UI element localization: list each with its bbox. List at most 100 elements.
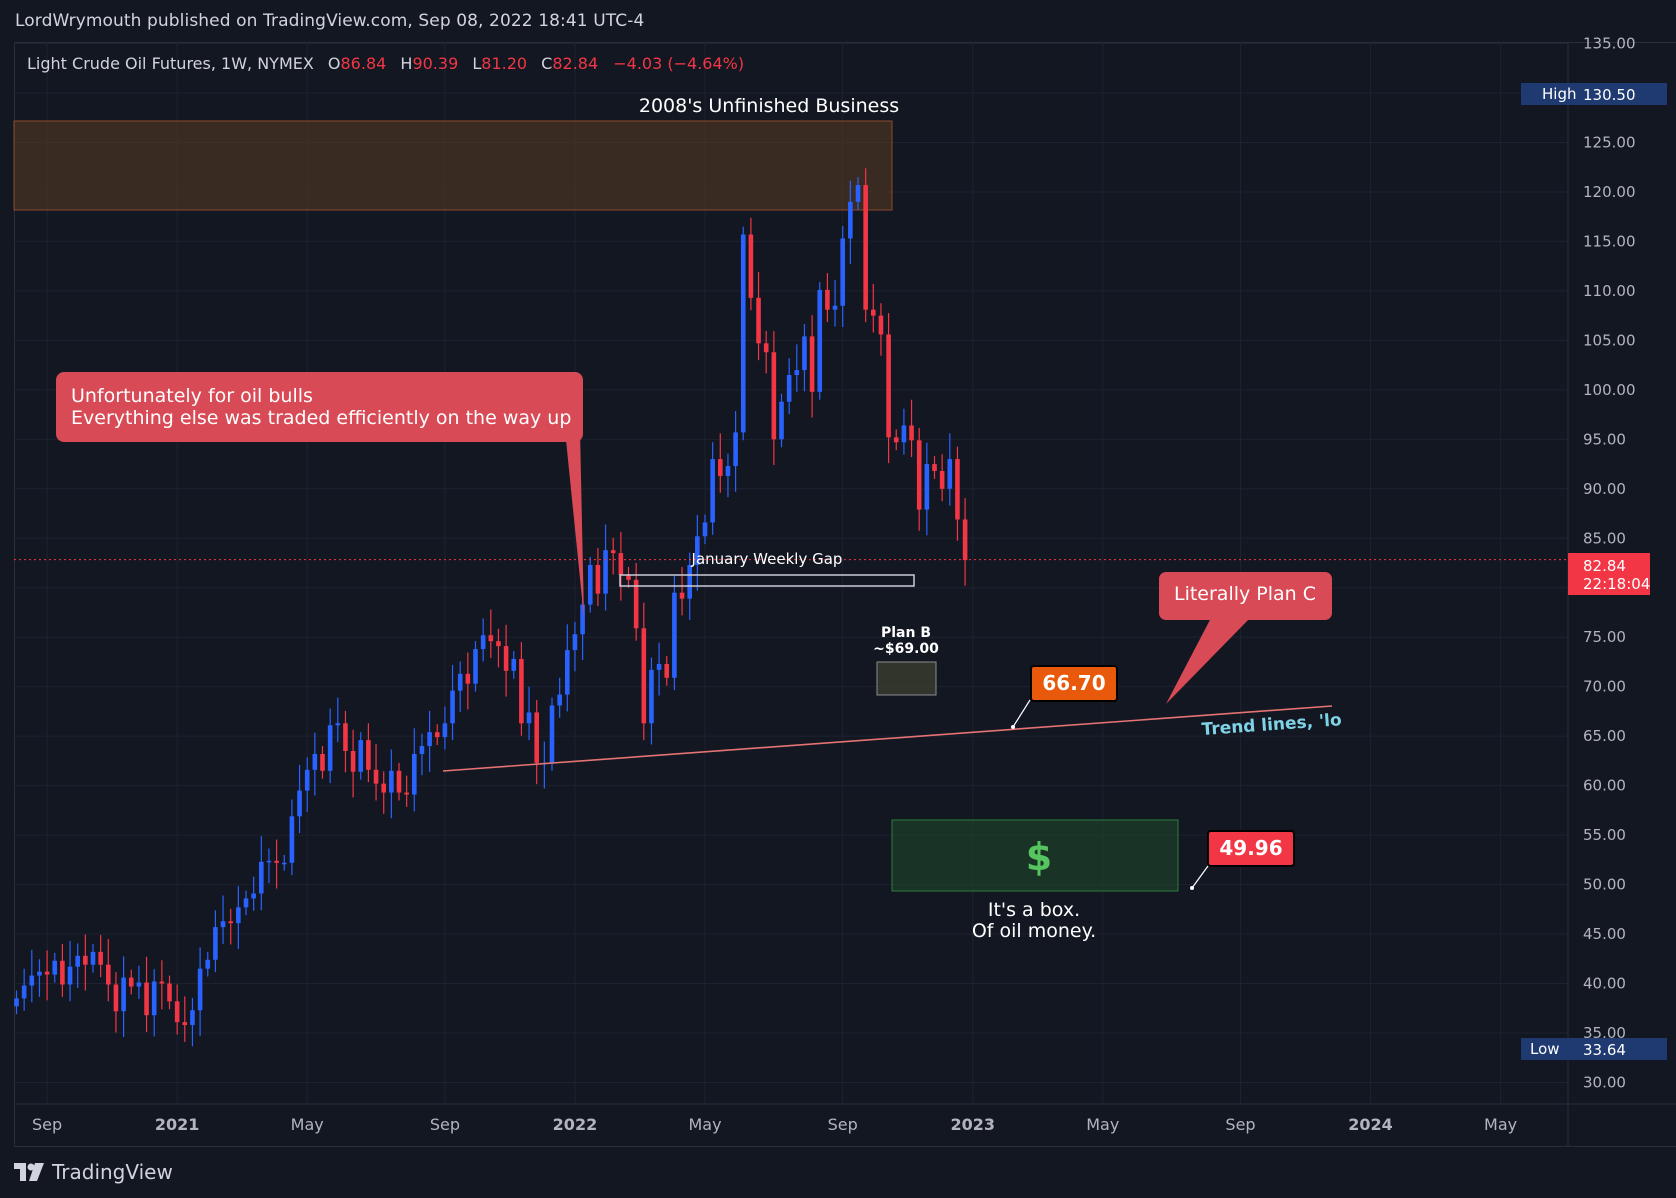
plan-b-label: Plan B (881, 625, 931, 641)
price-tick-label: 100.00 (1583, 381, 1636, 399)
top-bar: LordWrymouth published on TradingView.co… (0, 0, 1676, 42)
candle-body (848, 201, 853, 239)
low-tag (1521, 1038, 1667, 1060)
candle-body (901, 425, 907, 443)
candle-body (442, 723, 448, 738)
candle-body (580, 604, 585, 635)
candle-body (106, 964, 111, 985)
candle-body (44, 971, 50, 975)
candle-body (549, 705, 555, 763)
candle-body (412, 753, 417, 795)
price-tick-label: 40.00 (1583, 975, 1626, 993)
candle-body (14, 998, 19, 1007)
price-tick-label: 45.00 (1583, 925, 1626, 943)
candle-body (236, 907, 241, 924)
publish-line: LordWrymouth published on TradingView.co… (15, 11, 645, 31)
tradingview-logo-icon[interactable] (14, 1163, 44, 1181)
candle-body (725, 466, 731, 476)
candle-body (603, 550, 608, 594)
price-tick-label: 55.00 (1583, 826, 1626, 844)
candle-body (955, 459, 960, 520)
candle-body (779, 401, 784, 440)
candle-body (672, 592, 677, 678)
tradingview-wordmark[interactable]: TradingView (52, 1160, 173, 1184)
chart-frame (14, 42, 1676, 1147)
legend-h-value: 90.39 (412, 54, 458, 73)
candle-body (389, 770, 394, 793)
candle-body (473, 649, 478, 684)
candle-body (190, 1010, 195, 1026)
candle-body (228, 921, 233, 924)
time-tick-label: Sep (828, 1115, 858, 1134)
candle-body (205, 959, 211, 969)
time-tick-label: 2021 (155, 1115, 200, 1134)
candle-body (626, 574, 631, 580)
candle-body (52, 960, 58, 975)
candle-body (434, 732, 440, 738)
candle-body (396, 770, 402, 793)
legend-symbol-name: Light Crude Oil Futures, 1W, NYMEX (27, 54, 314, 73)
candle-body (595, 564, 601, 594)
bulls-callout-pointer (565, 430, 584, 618)
box-price-badge (1207, 830, 1295, 867)
dollar-icon: $ (1026, 835, 1052, 879)
plan-c-callout (1159, 572, 1332, 620)
candle-body (909, 425, 914, 441)
candle-body (90, 951, 96, 965)
candle-body (718, 459, 723, 476)
candle-body (947, 459, 953, 489)
candle-body (656, 663, 662, 670)
candle-body (503, 646, 509, 671)
candle-body (450, 690, 455, 724)
price-tick-label: 75.00 (1583, 628, 1626, 646)
zone-title: 2008's Unfinished Business (639, 95, 899, 117)
high-tag-value: 130.50 (1583, 86, 1636, 104)
high-tag (1521, 83, 1667, 105)
candle-body (893, 437, 899, 443)
january-gap-box (619, 574, 915, 587)
trend-line (442, 705, 1333, 772)
legend-change: −4.03 (−4.64%) (613, 54, 744, 73)
candle-body (174, 1001, 180, 1023)
candle-body (511, 658, 517, 671)
candle-body (21, 985, 27, 999)
plan-c-pointer (1166, 616, 1252, 704)
candle-body (587, 564, 593, 605)
candle-body (771, 352, 777, 440)
candle-body (733, 432, 738, 467)
candle-body (197, 968, 203, 1011)
price-tick-label: 70.00 (1583, 678, 1626, 696)
price-tick-label: 120.00 (1583, 183, 1636, 201)
bulls-callout (56, 372, 583, 442)
time-tick-label: 2022 (553, 1115, 598, 1134)
candle-body (297, 790, 302, 817)
candle-body (159, 981, 165, 984)
box-caption-2: Of oil money. (972, 920, 1096, 942)
price-chart[interactable]: 2008's Unfinished Business Trend lines, … (0, 0, 1676, 1150)
candle-body (366, 740, 371, 770)
candle-body (67, 966, 73, 985)
footer: TradingView (14, 1156, 173, 1188)
january-gap-label: January Weekly Gap (691, 550, 843, 568)
resistance-zone (13, 120, 893, 211)
price-axis[interactable]: 135.00130.00125.00120.00115.00110.00105.… (1583, 35, 1636, 1092)
candle-body (794, 370, 800, 375)
candle-body (886, 334, 891, 438)
candle-body (519, 658, 524, 724)
legend-l-value: 81.20 (481, 54, 527, 73)
candle-body (182, 1022, 188, 1026)
time-axis[interactable]: Sep 2021 May Sep 2022 May Sep 2023 May Sep 2024 May (32, 1115, 1517, 1134)
candle-body (60, 960, 65, 985)
candle-body (37, 971, 42, 976)
candle-body (871, 309, 876, 316)
candle-body (266, 860, 272, 863)
price-tick-label: 110.00 (1583, 282, 1636, 300)
price-tick-label: 95.00 (1583, 430, 1626, 448)
candle-body (740, 234, 746, 433)
candle-body (220, 921, 226, 928)
box-caption-1: It's a box. (988, 899, 1080, 921)
candle-body (121, 977, 126, 1012)
candle-body (924, 464, 930, 510)
candle-body (29, 975, 35, 986)
candle-body (75, 955, 80, 967)
